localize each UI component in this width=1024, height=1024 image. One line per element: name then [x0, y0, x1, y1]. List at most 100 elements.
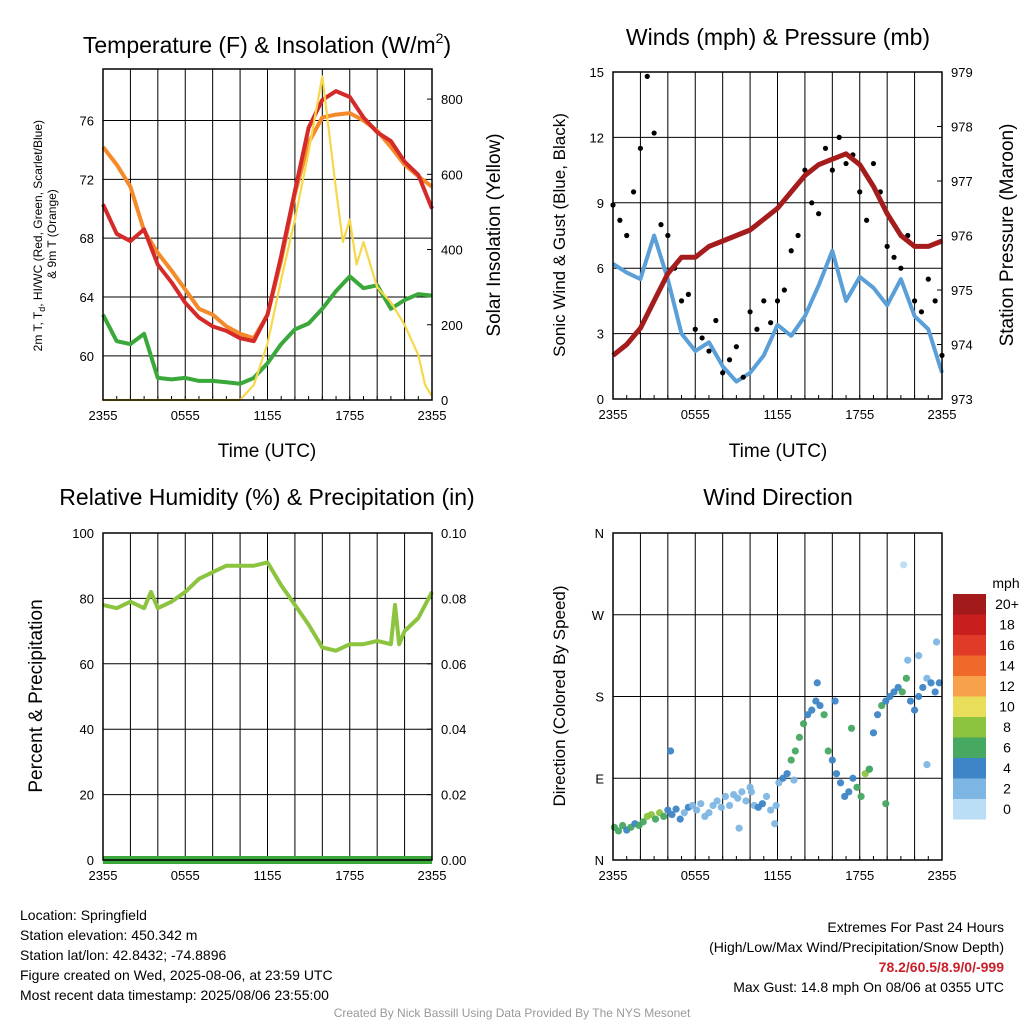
x-tick-label: 2355 — [599, 868, 628, 883]
gust-point — [781, 287, 787, 293]
wind-direction-plot-frame — [612, 532, 943, 861]
y-tick-label: 100 — [72, 526, 94, 541]
direction-point — [762, 792, 771, 801]
gust-point — [651, 130, 657, 136]
direction-point — [808, 706, 816, 714]
colorbar-label: 6 — [1003, 740, 1011, 756]
colorbar-label: 8 — [1003, 719, 1011, 735]
y2-tick-label: 973 — [951, 392, 973, 407]
gust-point — [733, 344, 739, 350]
y-tick-label: 3 — [597, 327, 604, 342]
colorbar-swatch — [953, 614, 986, 635]
y2-tick-label: 200 — [441, 318, 463, 333]
y2-tick-label: 974 — [951, 338, 973, 353]
x-tick-label: 2355 — [89, 408, 118, 423]
direction-point — [831, 697, 839, 705]
gust-point — [822, 145, 829, 151]
y-tick-label: 0 — [87, 853, 94, 868]
gust-point — [754, 326, 760, 332]
y-tick-label: 80 — [80, 591, 94, 606]
direction-point — [799, 720, 808, 728]
direction-point — [853, 783, 861, 791]
gust-point — [685, 291, 691, 297]
x-tick-label: 0555 — [681, 407, 710, 422]
direction-point — [832, 770, 841, 778]
x-tick-label: 1155 — [764, 407, 792, 422]
x-tick-label: 2355 — [928, 407, 957, 422]
gust-point — [884, 243, 890, 249]
winds-chart-title: Winds (mph) & Pressure (mb) — [626, 24, 930, 50]
direction-point — [932, 638, 941, 646]
gust-point — [644, 73, 650, 79]
insolation-y-axis-label: Solar Insolation (Yellow) — [484, 133, 505, 336]
direction-point — [795, 733, 804, 741]
gust-point — [713, 317, 719, 324]
pressure-y-axis-label: Station Pressure (Maroon) — [997, 124, 1018, 347]
figure-created: Figure created on Wed, 2025-08-06, at 23… — [20, 967, 333, 983]
direction-point — [767, 806, 775, 814]
gust-point — [617, 217, 623, 223]
humidity-precipitation-chart: Relative Humidity (%) & Precipitation (i… — [26, 484, 475, 883]
y2-tick-label: 0.00 — [441, 853, 466, 868]
x-tick-label: 1755 — [845, 868, 874, 883]
gust-point — [624, 232, 630, 239]
y-tick-label: 64 — [80, 290, 94, 305]
y-tick-label: 6 — [597, 261, 604, 276]
gust-point — [843, 160, 849, 167]
winds-plot-frame — [612, 71, 943, 400]
colorbar-swatch — [953, 696, 986, 717]
y-tick-label: W — [592, 608, 605, 623]
direction-point — [721, 792, 730, 801]
direction-point — [772, 801, 780, 810]
gust-point — [692, 326, 698, 332]
y2-tick-label: 978 — [951, 120, 973, 135]
gust-point — [678, 298, 685, 304]
direction-point — [680, 809, 688, 817]
y2-tick-label: 400 — [441, 243, 463, 258]
gust-point — [918, 309, 925, 315]
gust-point — [747, 309, 753, 315]
gust-point — [898, 265, 904, 271]
direction-point — [865, 765, 873, 773]
humidity-chart-title: Relative Humidity (%) & Precipitation (i… — [59, 484, 474, 510]
direction-point — [820, 711, 828, 719]
gust-point — [665, 232, 671, 239]
colorbar-label: 4 — [1003, 760, 1011, 776]
gust-point — [658, 222, 664, 228]
gust-point — [932, 298, 938, 304]
direction-point — [676, 815, 684, 823]
extremes-subtitle: (High/Low/Max Wind/Precipitation/Snow De… — [709, 939, 1004, 955]
x-tick-label: 2355 — [89, 868, 118, 883]
direction-point — [898, 688, 906, 696]
gust-point — [726, 357, 733, 363]
gust-point — [740, 374, 746, 380]
direction-point — [614, 827, 623, 835]
y2-tick-label: 0.08 — [441, 591, 466, 606]
gust-point — [706, 348, 712, 354]
y2-tick-label: 979 — [951, 65, 973, 80]
colorbar-label: 14 — [999, 658, 1015, 674]
temperature-x-axis-label: Time (UTC) — [218, 441, 317, 462]
colorbar-label: 10 — [999, 699, 1015, 715]
gust-point — [870, 160, 877, 167]
y-tick-label: 20 — [80, 788, 94, 803]
y-tick-label: N — [595, 526, 604, 541]
gust-point — [816, 211, 822, 217]
temperature-series — [101, 75, 434, 402]
direction-point — [904, 656, 912, 664]
colorbar-label: 18 — [999, 617, 1015, 633]
direction-point — [672, 805, 680, 813]
colorbar-title: mph — [992, 575, 1019, 591]
x-tick-label: 1155 — [254, 868, 282, 883]
winds-x-axis-label: Time (UTC) — [729, 441, 828, 462]
direction-point — [849, 774, 857, 782]
x-tick-label: 0555 — [681, 868, 710, 883]
wind-direction-chart: Wind Direction 2355 0555 1155 1755 2355NESWN… — [550, 484, 1020, 883]
pressure-line — [611, 151, 943, 358]
x-tick-label: 2355 — [599, 407, 628, 422]
colorbar-label: 20+ — [995, 596, 1019, 612]
y-tick-label: 76 — [80, 113, 94, 128]
direction-point — [666, 747, 675, 755]
direction-point — [845, 788, 853, 796]
